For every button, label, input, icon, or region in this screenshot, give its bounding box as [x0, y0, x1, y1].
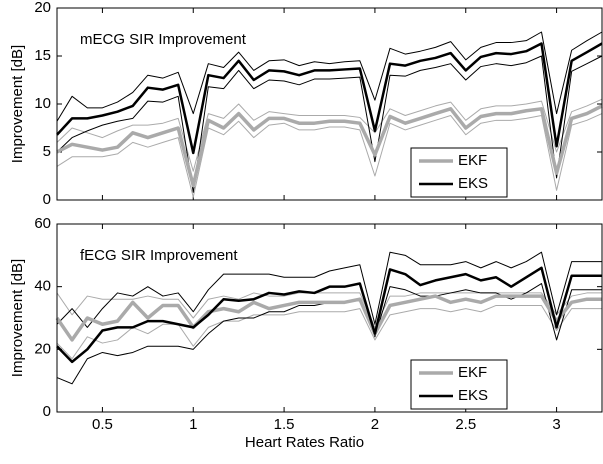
legend-label: EKF — [458, 364, 487, 381]
band-line — [56, 55, 603, 193]
axes-frame — [56, 223, 603, 413]
y-tick-label: 0 — [43, 191, 51, 208]
band-line — [56, 31, 603, 122]
band-line — [56, 98, 603, 172]
legend-label: EKS — [458, 387, 488, 404]
series-line — [56, 266, 602, 364]
plot-area — [57, 8, 602, 200]
y-tick-label: 0 — [43, 403, 51, 420]
legend-box — [410, 147, 508, 198]
y-tick-label: 40 — [34, 278, 51, 295]
chart-title: fECG SIR Improvement — [80, 247, 238, 264]
band-line — [56, 113, 603, 198]
legend-box — [410, 359, 508, 410]
x-tick-label: 0.5 — [92, 416, 113, 433]
y-tick-label: 20 — [34, 0, 51, 16]
x-tick-label: 2 — [371, 416, 379, 433]
x-tick-label: 1.5 — [274, 416, 295, 433]
series-line — [56, 42, 603, 155]
y-tick-label: 60 — [34, 215, 51, 232]
band-line — [56, 251, 602, 328]
x-tick-label: 3 — [552, 416, 560, 433]
y-tick-label: 10 — [34, 95, 51, 112]
legend-label: EKS — [458, 175, 488, 192]
series-line — [56, 104, 603, 188]
y-tick-label: 5 — [43, 143, 51, 160]
y-tick-label: 20 — [34, 340, 51, 357]
y-axis-label: Improvement [dB] — [9, 45, 26, 163]
series-line — [55, 294, 602, 342]
x-tick-label: 2.5 — [455, 416, 476, 433]
x-tick-label: 1 — [189, 416, 197, 433]
chart-title: mECG SIR Improvement — [80, 31, 247, 48]
x-axis-label: Heart Rates Ratio — [245, 434, 364, 451]
axes-frame — [56, 7, 603, 201]
y-tick-label: 15 — [34, 47, 51, 64]
band-line — [56, 304, 602, 360]
y-axis-label: Improvement [dB] — [9, 259, 26, 377]
band-line — [56, 292, 602, 328]
legend-label: EKF — [458, 152, 487, 169]
